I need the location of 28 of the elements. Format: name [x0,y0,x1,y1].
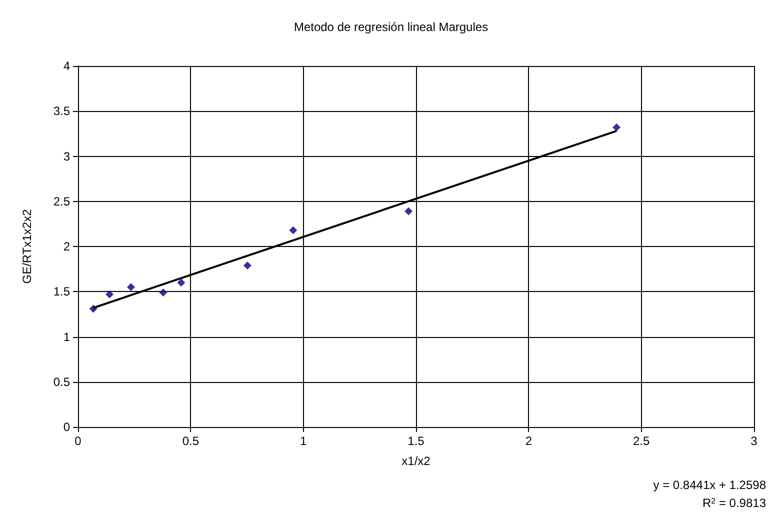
y-tick-label: 3.5 [53,104,70,118]
y-tick-label: 0.5 [53,374,70,389]
y-tick-label: 2 [63,240,70,254]
point [159,288,168,297]
x-tick-label: 2 [525,434,532,448]
y-tick-label: 3 [63,149,70,164]
x-tick-label: 1.5 [408,434,425,448]
x-tick-label: 3 [750,434,758,448]
y-tick-label: 0 [63,420,70,434]
text: y = 0.8441x + 1.2598 [653,478,766,492]
y-tick-label: 1.5 [53,284,70,299]
point [126,283,135,292]
point [243,261,252,270]
x-axis-title: x1/x2 [402,454,431,468]
chart-title: Metodo de regresión lineal Margules [294,20,488,34]
point [404,207,413,216]
point [177,278,186,287]
x-tick-label: 0 [74,434,82,448]
x-tick-label: 2.5 [632,434,650,448]
point [289,226,298,234]
y-tick-label: 4 [63,59,70,73]
point [106,290,114,298]
point [612,123,621,132]
x-tick-label: 0.5 [182,434,200,448]
y-tick-label: 1 [63,330,70,344]
y-tick-label: 2.5 [53,194,70,208]
y-axis-title: GE/RTx1x2x2 [20,208,34,284]
x-tick-label: 1 [300,434,307,448]
